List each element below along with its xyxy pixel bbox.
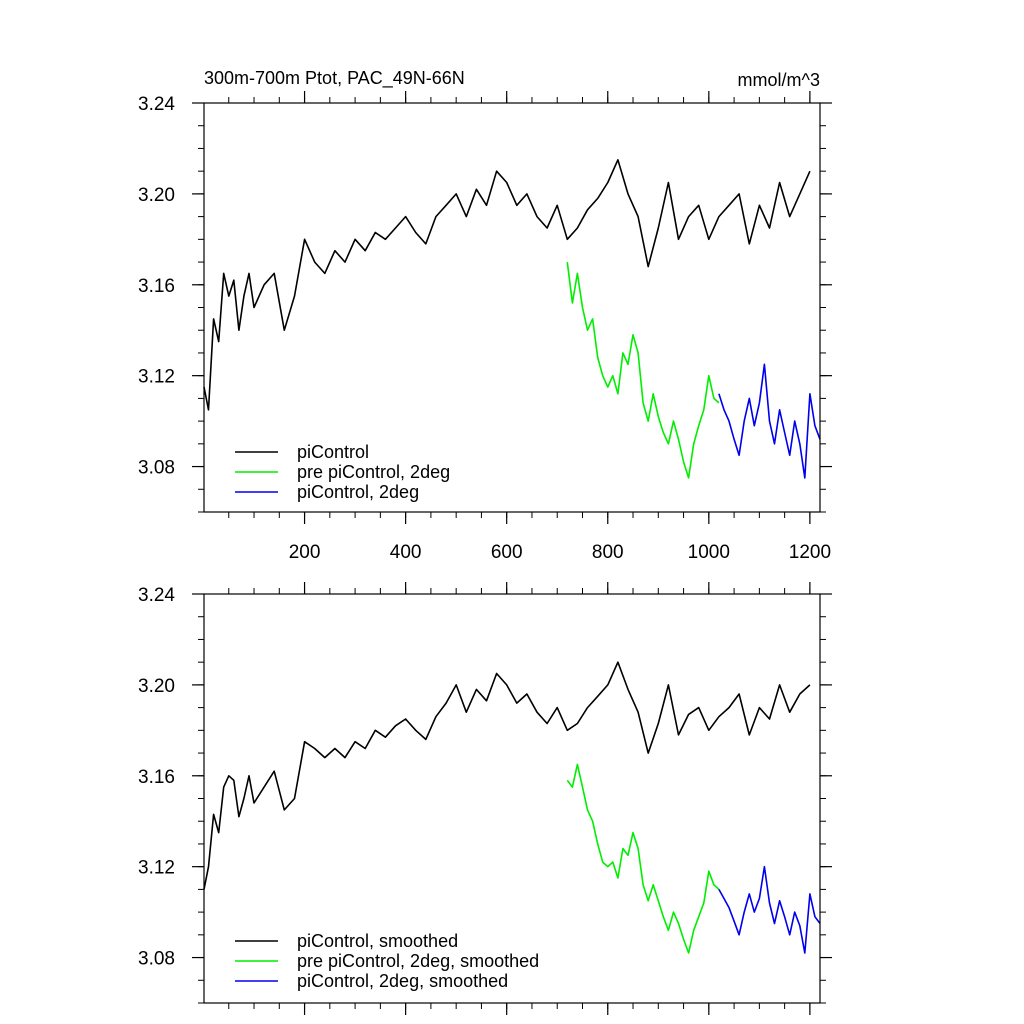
series-line-2 xyxy=(718,363,821,479)
y-tick-label: 3.16 xyxy=(138,767,175,788)
series-line-0 xyxy=(203,159,811,411)
series-line-0 xyxy=(203,661,811,890)
legend-label: piControl, 2deg, smoothed xyxy=(297,971,508,991)
y-axis: 3.08 3.12 3.16 3.20 3.24 xyxy=(138,94,832,513)
top-panel: 300m-700m Ptot, PAC_49N-66N mmol/m^3 3.0… xyxy=(138,68,832,563)
y-tick-label: 3.24 xyxy=(138,585,175,606)
x-tick-label: 1000 xyxy=(688,542,730,563)
y-tick-label: 3.20 xyxy=(138,185,175,206)
units-label: mmol/m^3 xyxy=(738,70,820,90)
x-axis xyxy=(228,582,811,1015)
x-tick-label: 800 xyxy=(592,542,624,563)
legend-label: piControl, 2deg xyxy=(297,482,419,502)
legend-label: piControl xyxy=(297,442,369,462)
y-tick-label: 3.08 xyxy=(138,949,175,970)
x-tick-label: 200 xyxy=(289,542,321,563)
y-tick-label: 3.24 xyxy=(138,94,175,115)
y-tick-label: 3.16 xyxy=(138,276,175,297)
y-tick-label: 3.08 xyxy=(138,458,175,479)
legend-label: piControl, smoothed xyxy=(297,931,458,951)
y-tick-label: 3.12 xyxy=(138,858,175,879)
series-line-1 xyxy=(566,763,720,954)
series-group xyxy=(203,661,821,954)
series-line-1 xyxy=(566,262,720,479)
x-tick-label: 600 xyxy=(491,542,523,563)
x-tick-label: 400 xyxy=(390,542,422,563)
chart-title: 300m-700m Ptot, PAC_49N-66N xyxy=(204,68,465,89)
legend-label: pre piControl, 2deg xyxy=(297,462,450,482)
y-axis: 3.08 3.12 3.16 3.20 3.24 xyxy=(138,585,832,1004)
bottom-panel: 3.08 3.12 3.16 3.20 3.24 piControl, smoothed… xyxy=(138,582,832,1015)
y-tick-label: 3.12 xyxy=(138,367,175,388)
x-tick-label: 1200 xyxy=(789,542,831,563)
legend-label: pre piControl, 2deg, smoothed xyxy=(297,951,539,971)
y-tick-label: 3.20 xyxy=(138,676,175,697)
x-axis: 200 400 600 800 1000 1200 xyxy=(228,91,831,563)
series-group xyxy=(203,159,821,479)
series-line-2 xyxy=(718,865,821,954)
